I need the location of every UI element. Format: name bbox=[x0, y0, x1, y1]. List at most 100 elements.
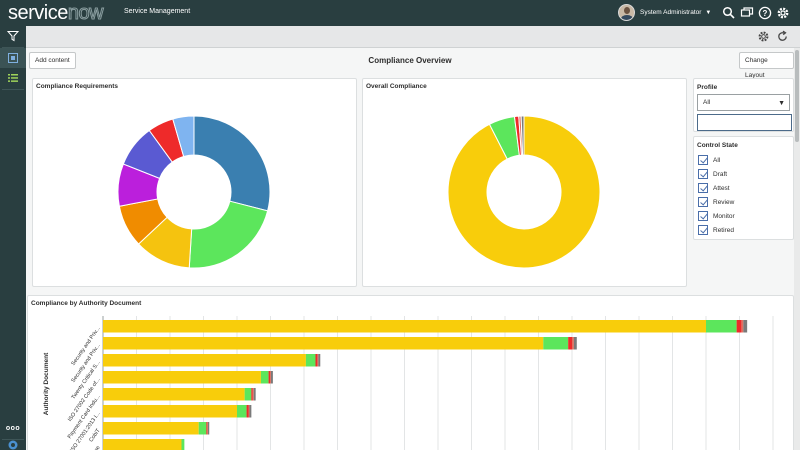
bar-segment[interactable] bbox=[248, 405, 250, 418]
bar-segment[interactable] bbox=[198, 422, 207, 435]
rail-more[interactable]: ooo bbox=[0, 418, 26, 438]
rail-divider bbox=[2, 47, 24, 48]
category-label: ...aline bbox=[87, 445, 101, 450]
bar-segment[interactable] bbox=[741, 320, 744, 333]
compliance-requirements-donut bbox=[117, 115, 271, 269]
chevron-down-icon: ▼ bbox=[705, 9, 712, 16]
bar-segment[interactable] bbox=[317, 354, 319, 367]
bar-segment[interactable] bbox=[237, 405, 247, 418]
page-title: Compliance Overview bbox=[368, 56, 452, 65]
bar-segment[interactable] bbox=[318, 354, 321, 367]
avatar bbox=[618, 4, 635, 21]
add-content-button[interactable]: Add content bbox=[29, 52, 76, 69]
donut-slice[interactable] bbox=[520, 115, 525, 156]
control-state-option-label: All bbox=[713, 156, 721, 164]
bar-segment[interactable] bbox=[103, 422, 199, 435]
filter-icon bbox=[7, 31, 19, 42]
bar-segment[interactable] bbox=[543, 337, 569, 350]
bar-segment[interactable] bbox=[573, 337, 577, 350]
donut-slice[interactable] bbox=[447, 115, 601, 269]
checkbox[interactable] bbox=[698, 225, 708, 235]
more-icon: ooo bbox=[5, 424, 21, 432]
bar-segment[interactable] bbox=[743, 320, 748, 333]
control-state-option[interactable]: Monitor bbox=[698, 210, 735, 222]
bar-segment[interactable] bbox=[249, 405, 252, 418]
user-menu[interactable]: System Administrator ▼ bbox=[618, 4, 711, 21]
bar-segment[interactable] bbox=[207, 422, 210, 435]
checkbox[interactable] bbox=[698, 183, 708, 193]
chevron-down-icon: ▼ bbox=[778, 100, 785, 107]
bar-segment[interactable] bbox=[252, 388, 254, 401]
bar-segment[interactable] bbox=[103, 354, 306, 367]
bar-segment[interactable] bbox=[736, 320, 742, 333]
control-state-option-label: Monitor bbox=[713, 212, 735, 220]
bar-segment[interactable] bbox=[103, 371, 261, 384]
bar-segment[interactable] bbox=[251, 388, 253, 401]
bar-segment[interactable] bbox=[268, 371, 271, 384]
rail-notifications[interactable] bbox=[0, 438, 26, 450]
donut-slice[interactable] bbox=[188, 200, 269, 269]
control-state-option[interactable]: All bbox=[698, 154, 720, 166]
bar-segment[interactable] bbox=[206, 422, 208, 435]
compliance-requirements-panel: Compliance Requirements bbox=[32, 78, 357, 287]
overall-compliance-donut bbox=[447, 115, 601, 269]
logo-text-tail: now bbox=[67, 2, 104, 24]
control-state-option[interactable]: Draft bbox=[698, 168, 727, 180]
bar-segment[interactable] bbox=[103, 337, 544, 350]
bar-segment[interactable] bbox=[572, 337, 574, 350]
gear-icon[interactable] bbox=[776, 6, 790, 20]
bar-segment[interactable] bbox=[315, 354, 318, 367]
dashboard-content: Add content Compliance Overview Change L… bbox=[26, 48, 794, 450]
bar-segment[interactable] bbox=[181, 439, 185, 450]
donut-slice[interactable] bbox=[172, 115, 195, 158]
bar-segment[interactable] bbox=[103, 439, 182, 450]
bar-segment[interactable] bbox=[568, 337, 572, 350]
checkbox[interactable] bbox=[698, 197, 708, 207]
rail-divider bbox=[2, 89, 24, 90]
control-state-option[interactable]: Retired bbox=[698, 224, 734, 236]
checkbox[interactable] bbox=[698, 211, 708, 221]
bar-segment[interactable] bbox=[260, 371, 269, 384]
bar-segment[interactable] bbox=[246, 405, 249, 418]
profile-search-input[interactable] bbox=[697, 114, 792, 131]
user-name: System Administrator bbox=[640, 9, 702, 16]
y-axis-title: Authority Document bbox=[43, 352, 50, 415]
panel-title: Overall Compliance bbox=[366, 83, 427, 90]
top-header: servicenow Service Management System Adm… bbox=[0, 0, 800, 26]
panel-title: Compliance Requirements bbox=[36, 83, 118, 90]
bar-segment[interactable] bbox=[103, 405, 237, 418]
rail-filter-navigator[interactable] bbox=[0, 26, 26, 46]
control-state-option[interactable]: Review bbox=[698, 196, 734, 208]
history-icon bbox=[8, 74, 18, 82]
checkbox[interactable] bbox=[698, 155, 708, 165]
bar-segment[interactable] bbox=[103, 388, 245, 401]
profile-select[interactable]: All ▼ bbox=[697, 94, 790, 111]
rail-favorites[interactable] bbox=[0, 48, 26, 68]
page-scrollbar[interactable] bbox=[794, 48, 800, 450]
control-state-option-label: Retired bbox=[713, 226, 734, 234]
help-icon[interactable]: ? bbox=[758, 6, 772, 20]
rail-history[interactable] bbox=[0, 68, 26, 88]
scrollbar-thumb[interactable] bbox=[795, 50, 799, 142]
control-state-option-label: Draft bbox=[713, 170, 728, 178]
refresh-icon[interactable] bbox=[776, 30, 789, 43]
bar-segment[interactable] bbox=[253, 388, 256, 401]
control-state-option[interactable]: Attest bbox=[698, 182, 730, 194]
bar-segment[interactable] bbox=[305, 354, 316, 367]
bar-segment[interactable] bbox=[244, 388, 252, 401]
bar-segment[interactable] bbox=[270, 371, 271, 384]
chat-icon[interactable] bbox=[740, 6, 754, 20]
bar-segment[interactable] bbox=[207, 422, 208, 435]
checkbox[interactable] bbox=[698, 169, 708, 179]
bar-segment[interactable] bbox=[103, 320, 706, 333]
servicenow-logo[interactable]: servicenow bbox=[8, 2, 104, 24]
search-icon[interactable] bbox=[722, 6, 736, 20]
bar-segment[interactable] bbox=[706, 320, 737, 333]
bar-segment[interactable] bbox=[270, 371, 273, 384]
navigation-rail: ooo bbox=[0, 26, 26, 450]
gear-icon[interactable] bbox=[757, 30, 770, 43]
svg-text:?: ? bbox=[763, 9, 768, 18]
donut-slice[interactable] bbox=[193, 115, 271, 212]
change-layout-button[interactable]: Change Layout bbox=[739, 52, 794, 79]
overall-compliance-panel: Overall Compliance bbox=[362, 78, 687, 287]
